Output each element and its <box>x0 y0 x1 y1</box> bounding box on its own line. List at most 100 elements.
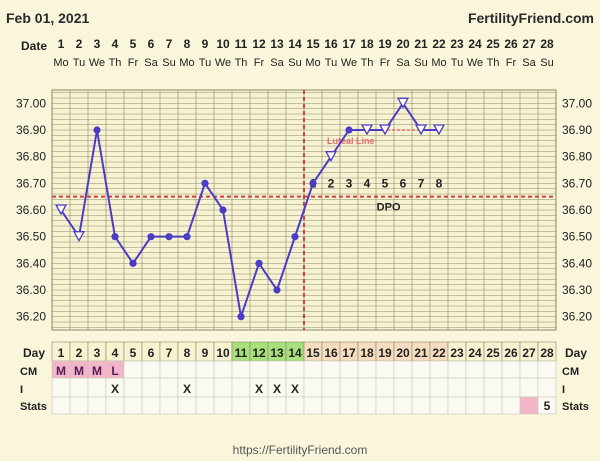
weekday-label: Th <box>235 57 248 69</box>
stats-cell <box>195 396 215 415</box>
cm-cell <box>321 360 341 379</box>
intercourse-cell <box>303 377 323 398</box>
stats-cell <box>69 396 89 415</box>
date-number-label: 27 <box>522 37 536 51</box>
intercourse-cell <box>411 377 431 398</box>
day-number-label: 21 <box>414 346 428 360</box>
site-name[interactable]: FertilityFriend.com <box>467 10 594 26</box>
weekday-label: We <box>89 57 105 69</box>
cm-cell <box>375 360 395 379</box>
stats-cell <box>375 396 395 415</box>
day-number-label: 26 <box>504 346 518 360</box>
dpo-label: 6 <box>400 176 407 190</box>
intercourse-cell <box>375 377 395 398</box>
cm-cell <box>141 360 161 379</box>
footer-url[interactable]: https://FertilityFriend.com <box>232 443 368 457</box>
cm-cell <box>267 360 287 379</box>
temperature-point <box>291 233 299 241</box>
weekday-label: Th <box>487 57 500 69</box>
date-number-label: 13 <box>270 37 284 51</box>
date-number-label: 19 <box>378 37 392 51</box>
temperature-point <box>345 126 353 134</box>
weekday-label: Sa <box>522 57 536 69</box>
temperature-point <box>183 233 191 241</box>
weekday-label: We <box>467 57 483 69</box>
day-number-label: 8 <box>184 346 191 360</box>
intercourse-cell <box>393 377 413 398</box>
cm-cell <box>465 360 485 379</box>
temperature-point-open <box>54 204 68 216</box>
stats-cell <box>123 396 143 415</box>
day-number-label: 3 <box>94 346 101 360</box>
cm-cell <box>285 360 305 379</box>
temperature-point <box>219 206 227 214</box>
y-tick-label-right: 37.00 <box>562 96 592 110</box>
coverline-label: DPO <box>377 202 401 214</box>
date-number-label: 18 <box>360 37 374 51</box>
stats-cell <box>141 396 161 415</box>
y-tick-label-right: 36.40 <box>562 256 592 270</box>
stats-cell <box>339 396 359 415</box>
stats-cell <box>519 396 539 415</box>
intercourse-mark: X <box>291 382 299 396</box>
weekday-label: We <box>215 57 231 69</box>
intercourse-cell <box>339 377 359 398</box>
date-number-label: 1 <box>58 37 65 51</box>
weekday-label: Tu <box>199 57 211 69</box>
weekday-label: Mo <box>431 57 446 69</box>
cm-cell <box>177 360 197 379</box>
y-tick-label-right: 36.70 <box>562 176 592 190</box>
temperature-point-open <box>378 124 392 136</box>
temperature-point <box>129 259 137 267</box>
temperature-point <box>147 233 155 241</box>
day-number-label: 6 <box>148 346 155 360</box>
luteal-line-label: Luteal Line <box>327 136 375 146</box>
stats-cell <box>537 396 557 415</box>
stats-cell <box>51 396 71 415</box>
weekday-label: Mo <box>179 57 194 69</box>
date-number-label: 6 <box>148 37 155 51</box>
temperature-point-open <box>72 231 86 243</box>
temperature-point <box>255 259 263 267</box>
stats-cell <box>231 396 251 415</box>
date-number-label: 12 <box>252 37 266 51</box>
day-number-label: 5 <box>130 346 137 360</box>
dpo-label: 8 <box>436 176 443 190</box>
y-tick-label-left: 37.00 <box>16 96 46 110</box>
cm-row-label-right: CM <box>562 366 579 378</box>
day-number-label: 7 <box>166 346 173 360</box>
temperature-point <box>273 286 281 294</box>
intercourse-cell <box>537 377 557 398</box>
day-number-label: 22 <box>432 346 446 360</box>
y-tick-label-left: 36.80 <box>16 150 46 164</box>
intercourse-mark: X <box>273 382 281 396</box>
cm-cell <box>303 360 323 379</box>
stats-cell <box>285 396 305 415</box>
day-row-label-right: Day <box>565 346 587 360</box>
date-number-label: 26 <box>504 37 518 51</box>
date-number-label: 7 <box>166 37 173 51</box>
weekday-label: Sa <box>270 57 284 69</box>
weekday-label: Tu <box>325 57 337 69</box>
day-number-label: 18 <box>360 346 374 360</box>
temperature-point-open <box>432 124 446 136</box>
day-number-label: 2 <box>76 346 83 360</box>
weekday-label: Sa <box>144 57 158 69</box>
intercourse-cell <box>69 377 89 398</box>
weekday-label: Th <box>109 57 122 69</box>
date-number-label: 17 <box>342 37 356 51</box>
stats-row-label: Stats <box>20 401 47 413</box>
intercourse-cell <box>447 377 467 398</box>
day-number-label: 20 <box>396 346 410 360</box>
cm-cell <box>447 360 467 379</box>
y-tick-label-right: 36.60 <box>562 203 592 217</box>
stats-cell <box>267 396 287 415</box>
stats-cell <box>465 396 485 415</box>
date-number-label: 5 <box>130 37 137 51</box>
intercourse-cell <box>501 377 521 398</box>
date-number-label: 14 <box>288 37 302 51</box>
temperature-point <box>237 313 245 321</box>
weekday-label: Su <box>414 57 427 69</box>
stats-cell <box>393 396 413 415</box>
y-tick-label-left: 36.50 <box>16 230 46 244</box>
